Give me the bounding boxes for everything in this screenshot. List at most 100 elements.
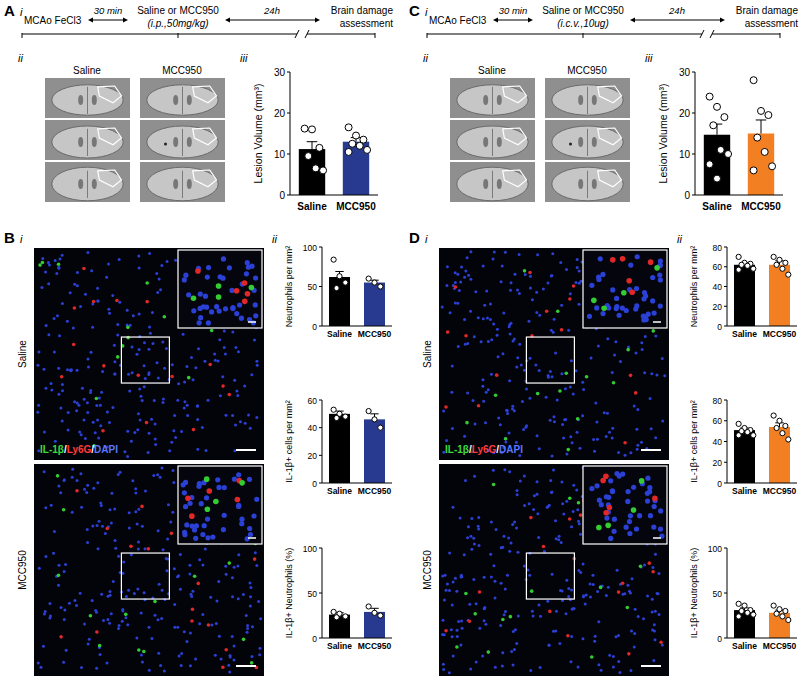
plot-area	[734, 413, 791, 483]
nucleus	[182, 277, 187, 282]
nucleus	[48, 602, 51, 605]
nucleus	[109, 508, 112, 511]
nucleus	[473, 543, 476, 546]
nucleus	[550, 274, 553, 277]
nucleus	[509, 322, 512, 325]
nucleus	[221, 375, 224, 378]
nucleus	[600, 669, 603, 672]
nucleus	[239, 316, 244, 321]
nucleus	[95, 404, 98, 407]
nucleus	[66, 320, 69, 323]
il1b-cell	[523, 269, 527, 273]
timeline	[712, 34, 780, 35]
neutrophil	[610, 257, 616, 263]
data-point	[343, 614, 348, 619]
nucleus	[192, 378, 195, 381]
nucleus	[489, 302, 492, 305]
data-point	[736, 614, 741, 619]
nucleus	[643, 293, 648, 298]
neutrophil	[444, 405, 448, 409]
nucleus	[67, 411, 70, 414]
neutrophil	[92, 300, 96, 304]
nucleus	[625, 489, 630, 494]
fluorescence-image	[439, 248, 669, 460]
il1b-cell	[145, 281, 149, 285]
figure: AiMCAo FeCl330 minSaline or MCC950(i.p.,…	[0, 0, 800, 691]
nucleus	[585, 594, 588, 597]
nucleus	[549, 479, 552, 482]
y-tick-label: 20	[713, 458, 723, 468]
nucleus	[480, 340, 483, 343]
nucleus	[517, 615, 520, 618]
nucleus	[184, 522, 189, 527]
nucleus	[253, 313, 258, 318]
nucleus	[464, 479, 467, 482]
nucleus	[206, 320, 211, 325]
y-axis-label: Neutrophils per mm²	[689, 246, 699, 328]
nucleus	[141, 525, 144, 528]
nucleus	[467, 525, 470, 528]
nucleus	[512, 664, 515, 667]
nucleus	[521, 400, 524, 403]
nucleus	[658, 258, 663, 263]
nucleus	[569, 385, 572, 388]
nucleus	[108, 421, 111, 424]
nucleus	[139, 418, 142, 421]
y-tick-label: 50	[308, 282, 318, 292]
nucleus	[80, 666, 83, 669]
nucleus	[132, 314, 135, 317]
scale-bar	[653, 537, 661, 539]
x-axis	[727, 483, 797, 484]
nucleus	[490, 521, 493, 524]
nucleus	[654, 610, 657, 613]
nucleus	[539, 666, 542, 669]
ventricle	[578, 179, 583, 189]
break-mark	[295, 30, 299, 38]
data-point	[774, 425, 779, 430]
il1b-cell	[239, 480, 245, 486]
nucleus	[463, 435, 466, 438]
il1b-cell	[509, 615, 513, 619]
nucleus	[99, 653, 102, 656]
midline	[182, 129, 183, 156]
nucleus	[206, 399, 209, 402]
il1b-cell	[621, 290, 627, 296]
stain-legend: IL-1β/Ly6G/DAPI	[445, 444, 523, 455]
lesion-outline	[598, 128, 622, 145]
neutrophil	[621, 581, 625, 585]
il1b-cell	[56, 474, 60, 478]
il1b-cell	[501, 618, 505, 622]
ventricle	[483, 179, 488, 189]
data-point	[751, 266, 756, 271]
nucleus	[137, 412, 140, 415]
nucleus	[91, 599, 94, 602]
nucleus	[546, 281, 549, 284]
nucleus	[450, 391, 453, 394]
bar	[734, 430, 755, 483]
nucleus	[524, 273, 527, 276]
nucleus	[214, 359, 217, 362]
error-bar	[761, 120, 762, 134]
nucleus	[156, 361, 159, 364]
nucleus	[107, 262, 110, 265]
x-axis	[695, 195, 783, 196]
nucleus	[160, 617, 163, 620]
nucleus	[441, 633, 444, 636]
nucleus	[231, 414, 234, 417]
nucleus	[652, 310, 657, 315]
timeline	[22, 34, 297, 35]
nucleus	[623, 592, 626, 595]
nucleus	[645, 498, 650, 503]
nucleus	[630, 629, 633, 632]
nucleus	[131, 346, 134, 349]
nucleus	[501, 546, 504, 549]
nucleus	[249, 605, 252, 608]
nucleus	[224, 414, 227, 417]
nucleus	[520, 363, 523, 366]
ventricle	[497, 179, 502, 189]
arrow-head	[123, 18, 128, 23]
nucleus	[223, 329, 226, 332]
nucleus	[563, 418, 566, 421]
neutrophil	[227, 393, 231, 397]
nucleus	[551, 455, 554, 458]
